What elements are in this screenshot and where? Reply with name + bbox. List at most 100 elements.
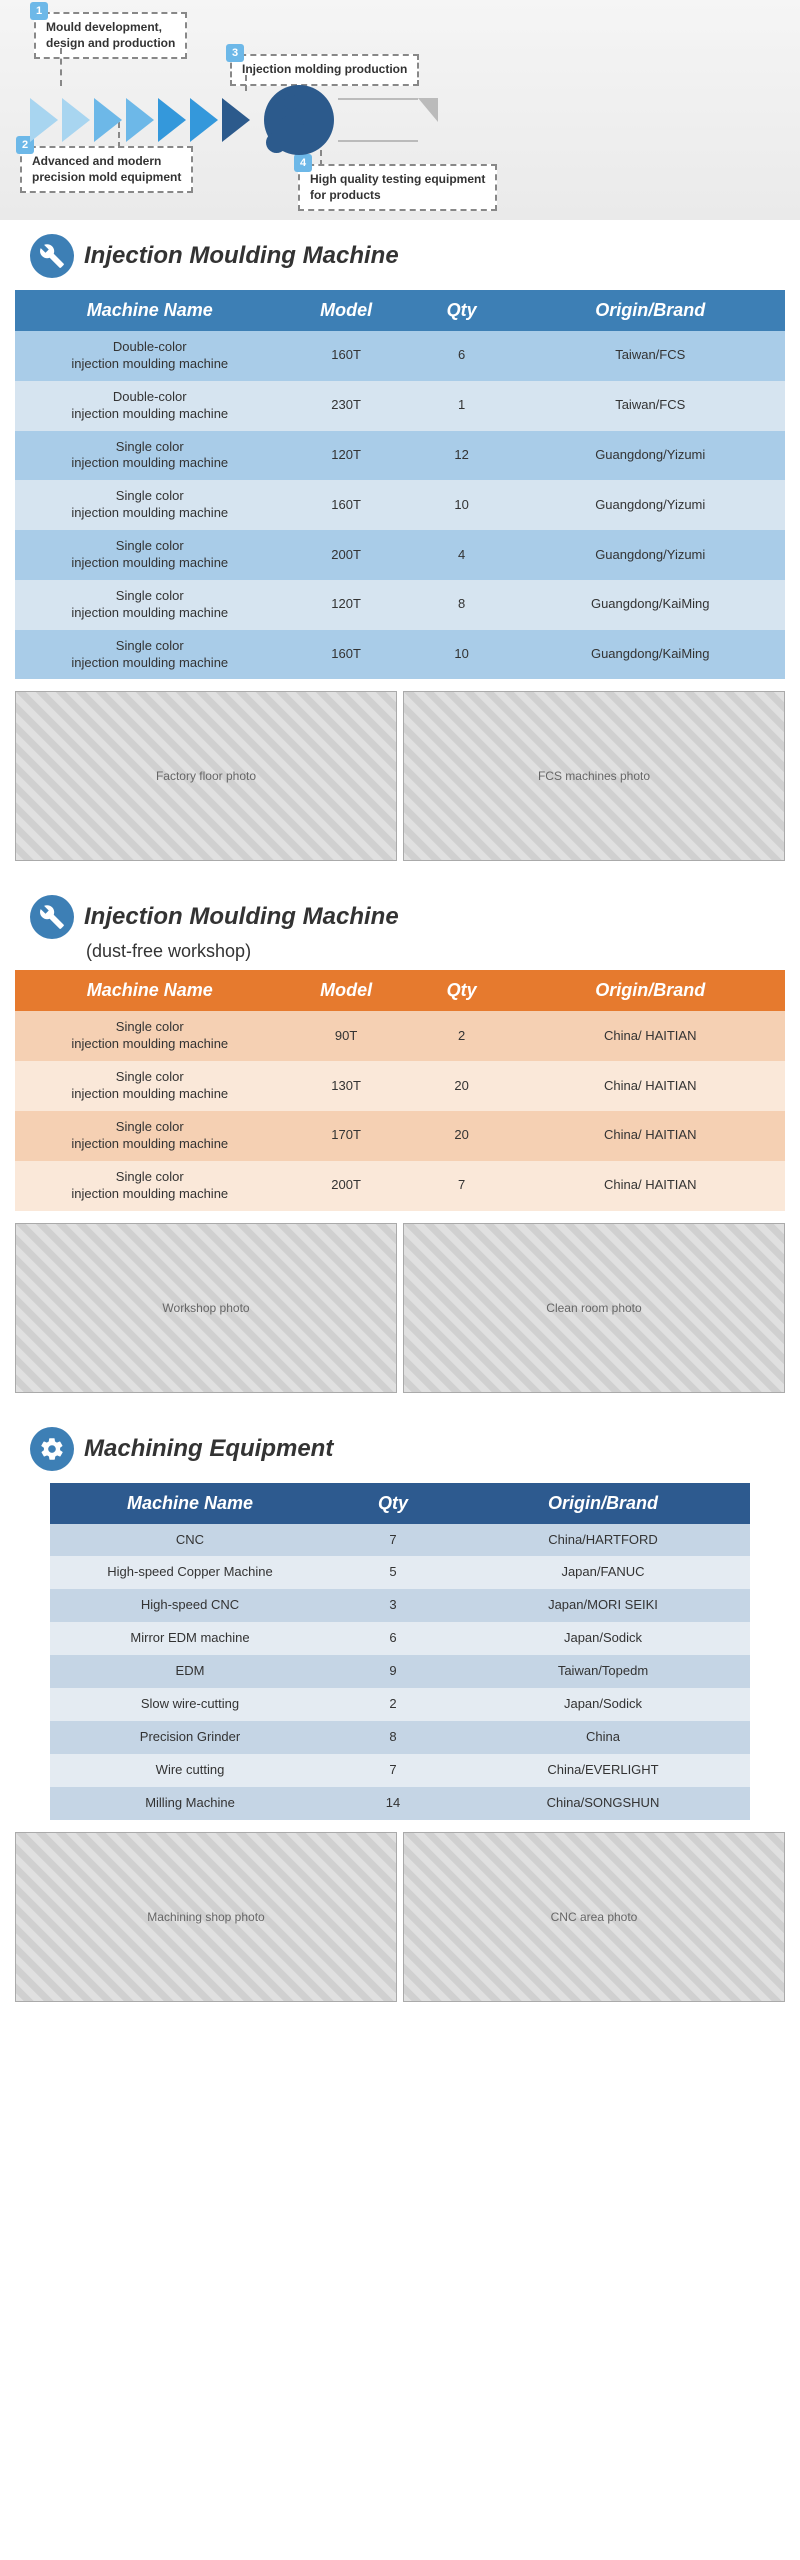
table-row: Single color injection moulding machine1… bbox=[15, 1111, 785, 1161]
table-cell: China/ HAITIAN bbox=[515, 1161, 785, 1211]
table-cell: 90T bbox=[285, 1011, 408, 1061]
table-row: High-speed CNC3Japan/MORI SEIKI bbox=[50, 1589, 750, 1622]
table-cell: Single color injection moulding machine bbox=[15, 1161, 285, 1211]
table-header-cell: Model bbox=[285, 290, 408, 331]
chevron-icon bbox=[126, 98, 154, 142]
table-cell: CNC bbox=[50, 1524, 330, 1557]
table-header-cell: Origin/Brand bbox=[515, 290, 785, 331]
step-badge-1: 1 bbox=[30, 2, 48, 20]
chevron-icon bbox=[158, 98, 186, 142]
table-cell: 230T bbox=[285, 381, 408, 431]
table-cell: 6 bbox=[330, 1622, 456, 1655]
table-cell: 8 bbox=[408, 580, 516, 630]
table-row: Double-color injection moulding machine2… bbox=[15, 381, 785, 431]
table-cell: Double-color injection moulding machine bbox=[15, 331, 285, 381]
table-cell: Single color injection moulding machine bbox=[15, 580, 285, 630]
factory-photo: Machining shop photo bbox=[15, 1832, 397, 2002]
table-row: EDM9Taiwan/Topedm bbox=[50, 1655, 750, 1688]
table-cell: Japan/MORI SEIKI bbox=[456, 1589, 750, 1622]
table-row: High-speed Copper Machine5Japan/FANUC bbox=[50, 1556, 750, 1589]
table-header-cell: Machine Name bbox=[15, 290, 285, 331]
table-cell: 20 bbox=[408, 1061, 516, 1111]
section-header-3: Machining Equipment bbox=[0, 1413, 800, 1477]
table-cell: Guangdong/Yizumi bbox=[515, 431, 785, 481]
table-cell: High-speed Copper Machine bbox=[50, 1556, 330, 1589]
connector-1 bbox=[60, 48, 62, 86]
table-cell: Mirror EDM machine bbox=[50, 1622, 330, 1655]
photo-row-2: Workshop photo Clean room photo bbox=[0, 1223, 800, 1413]
chevron-icon bbox=[30, 98, 58, 142]
table-cell: Single color injection moulding machine bbox=[15, 480, 285, 530]
table-cell: 6 bbox=[408, 331, 516, 381]
table-cell: 10 bbox=[408, 480, 516, 530]
table-cell: 8 bbox=[330, 1721, 456, 1754]
table-cell: 2 bbox=[330, 1688, 456, 1721]
table-cell: Taiwan/FCS bbox=[515, 331, 785, 381]
table-cell: 4 bbox=[408, 530, 516, 580]
table-cell: China/EVERLIGHT bbox=[456, 1754, 750, 1787]
table-cell: 20 bbox=[408, 1111, 516, 1161]
table-cell: China/ HAITIAN bbox=[515, 1111, 785, 1161]
table-header-cell: Model bbox=[285, 970, 408, 1011]
table-cell: 5 bbox=[330, 1556, 456, 1589]
step-text-2: Advanced and modern precision mold equip… bbox=[32, 154, 181, 185]
table-cell: 120T bbox=[285, 431, 408, 481]
table-cell: Precision Grinder bbox=[50, 1721, 330, 1754]
arrow-cap bbox=[338, 98, 418, 142]
chevron-icon bbox=[190, 98, 218, 142]
table-cell: Guangdong/KaiMing bbox=[515, 580, 785, 630]
table-cell: 2 bbox=[408, 1011, 516, 1061]
table-cell: China/HARTFORD bbox=[456, 1524, 750, 1557]
chevron-icon bbox=[62, 98, 90, 142]
process-step-3: 3 Injection molding production bbox=[230, 54, 419, 86]
table-cell: China/SONGSHUN bbox=[456, 1787, 750, 1820]
table-cell: China/ HAITIAN bbox=[515, 1061, 785, 1111]
step-badge-4: 4 bbox=[294, 154, 312, 172]
table-cell: Taiwan/Topedm bbox=[456, 1655, 750, 1688]
table-header-cell: Qty bbox=[330, 1483, 456, 1524]
section-header-1: Injection Moulding Machine bbox=[0, 220, 800, 284]
table-row: Single color injection moulding machine2… bbox=[15, 530, 785, 580]
table-cell: Double-color injection moulding machine bbox=[15, 381, 285, 431]
step-text-1: Mould development, design and production bbox=[46, 20, 175, 51]
table-header-cell: Qty bbox=[408, 970, 516, 1011]
table-header-cell: Origin/Brand bbox=[456, 1483, 750, 1524]
table-cell: Single color injection moulding machine bbox=[15, 1011, 285, 1061]
table-row: Double-color injection moulding machine1… bbox=[15, 331, 785, 381]
arrow-flow bbox=[30, 85, 418, 155]
table-cell: 10 bbox=[408, 630, 516, 680]
table-cell: Japan/Sodick bbox=[456, 1688, 750, 1721]
tools-icon bbox=[30, 895, 74, 939]
table-row: Single color injection moulding machine 1… bbox=[15, 480, 785, 530]
table-cell: EDM bbox=[50, 1655, 330, 1688]
table-cell: 9 bbox=[330, 1655, 456, 1688]
table-cell: 200T bbox=[285, 1161, 408, 1211]
table-row: CNC7China/HARTFORD bbox=[50, 1524, 750, 1557]
table-header-cell: Origin/Brand bbox=[515, 970, 785, 1011]
table-cell: 7 bbox=[330, 1524, 456, 1557]
table-header-cell: Qty bbox=[408, 290, 516, 331]
table-row: Slow wire-cutting2Japan/Sodick bbox=[50, 1688, 750, 1721]
table-cell: Single color injection moulding machine bbox=[15, 1061, 285, 1111]
table-cell: Japan/Sodick bbox=[456, 1622, 750, 1655]
step-text-4: High quality testing equipment for produ… bbox=[310, 172, 485, 203]
factory-photo: CNC area photo bbox=[403, 1832, 785, 2002]
table-cell: High-speed CNC bbox=[50, 1589, 330, 1622]
section-title: Injection Moulding Machine bbox=[84, 242, 399, 270]
table-cell: Single color injection moulding machine bbox=[15, 1111, 285, 1161]
photo-row-3: Machining shop photo CNC area photo bbox=[0, 1832, 800, 2022]
table-cell: 200T bbox=[285, 530, 408, 580]
table-cell: Guangdong/KaiMing bbox=[515, 630, 785, 680]
process-step-1: 1 Mould development, design and producti… bbox=[34, 12, 187, 59]
gear-icon bbox=[30, 1427, 74, 1471]
table-cell: Guangdong/Yizumi bbox=[515, 530, 785, 580]
section-title: Machining Equipment bbox=[84, 1435, 333, 1463]
table-cell: 130T bbox=[285, 1061, 408, 1111]
step-text-3: Injection molding production bbox=[242, 62, 407, 76]
step-badge-3: 3 bbox=[226, 44, 244, 62]
table-cell: 7 bbox=[408, 1161, 516, 1211]
table-cell: 170T bbox=[285, 1111, 408, 1161]
table-cell: 7 bbox=[330, 1754, 456, 1787]
factory-photo: Clean room photo bbox=[403, 1223, 785, 1393]
table-cell: Single color injection moulding machine bbox=[15, 431, 285, 481]
